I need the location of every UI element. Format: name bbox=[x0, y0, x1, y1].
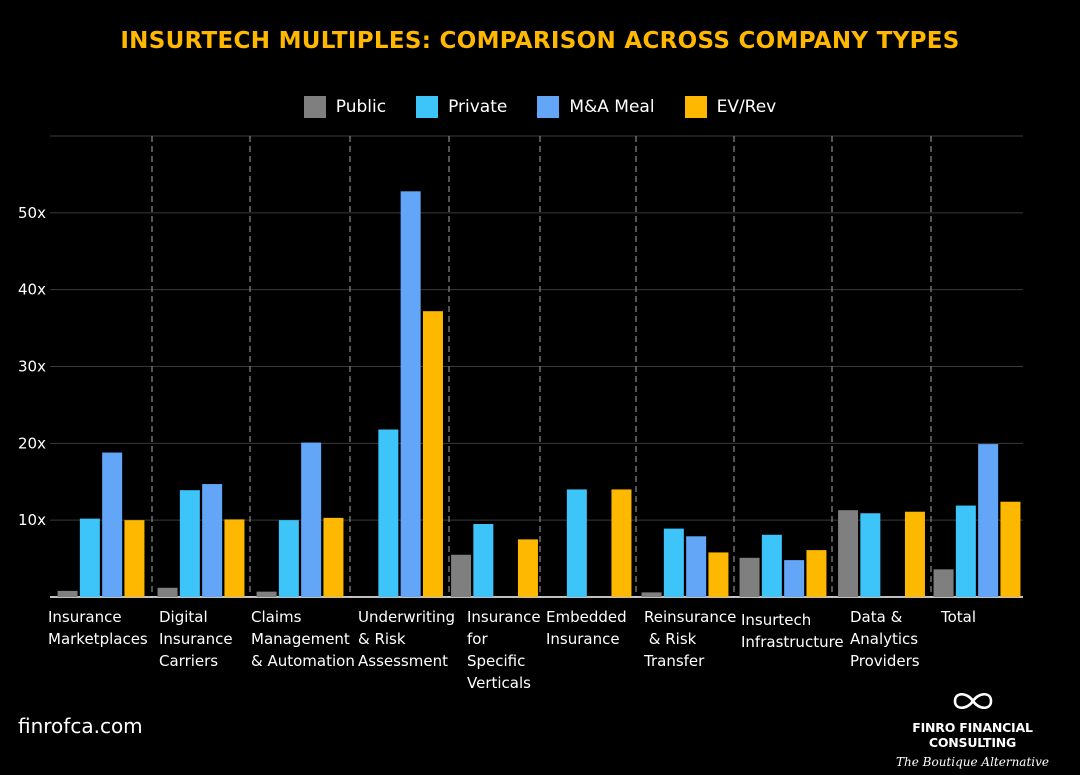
bar-private bbox=[761, 534, 782, 597]
x-tick-label: Reinsurance & Risk Transfer bbox=[643, 608, 736, 670]
bar-private bbox=[473, 524, 494, 597]
x-tick-label-line: Specific bbox=[467, 652, 525, 670]
x-tick-label-line: Providers bbox=[850, 652, 920, 670]
x-tick-label: Claims Management & Automation bbox=[251, 608, 355, 670]
x-tick-label-line: Data & bbox=[850, 608, 903, 626]
bar-public bbox=[838, 510, 859, 597]
legend-label: Public bbox=[335, 97, 387, 117]
y-tick-label: 40x bbox=[18, 281, 46, 299]
x-tick-label-line: Insurance bbox=[159, 630, 233, 648]
x-tick-label-line: Infrastructure bbox=[741, 633, 844, 651]
bar-ev-rev bbox=[904, 511, 925, 597]
legend-item: Private bbox=[416, 96, 507, 118]
bar-ev-rev bbox=[1000, 501, 1021, 597]
x-tick-label: Insurtech Infrastructure bbox=[741, 611, 844, 651]
bar-public bbox=[739, 557, 760, 597]
x-tick-label: Data & Analytics Providers bbox=[850, 608, 920, 670]
bar-m-a-meal bbox=[978, 444, 999, 597]
brand-logo: FINRO FINANCIAL CONSULTING The Boutique … bbox=[880, 690, 1065, 769]
legend-swatch bbox=[684, 96, 707, 118]
bar-private bbox=[378, 429, 399, 597]
x-tick-label-line: Verticals bbox=[467, 674, 531, 692]
legend-label: Private bbox=[448, 97, 508, 117]
bar-m-a-meal bbox=[202, 484, 223, 597]
x-tick-label-line: Assessment bbox=[358, 652, 448, 670]
x-tick-label-line: Insurance bbox=[546, 630, 620, 648]
bar-ev-rev bbox=[708, 552, 729, 597]
bar-public bbox=[933, 569, 954, 597]
chart-legend: Public Private M&A Meal EV/Rev bbox=[0, 94, 1080, 120]
legend-item: Public bbox=[303, 96, 387, 118]
legend-swatch bbox=[303, 96, 326, 118]
legend-item: EV/Rev bbox=[684, 96, 777, 118]
x-tick-label-line: Analytics bbox=[850, 630, 918, 648]
x-tick-label-line: Embedded bbox=[546, 608, 627, 626]
x-tick-label-line: Insurtech bbox=[741, 611, 811, 629]
y-tick-label: 10x bbox=[18, 511, 46, 529]
bar-m-a-meal bbox=[784, 560, 805, 597]
x-tick-label: Insurance for Specific Verticals bbox=[467, 608, 541, 692]
x-tick-label: Insurance Marketplaces bbox=[48, 608, 148, 648]
bar-ev-rev bbox=[124, 520, 145, 597]
bar-ev-rev bbox=[611, 489, 632, 597]
infinity-icon bbox=[953, 692, 992, 710]
bar-private bbox=[79, 518, 100, 597]
x-tick-label-line: Management bbox=[251, 630, 350, 648]
x-tick-label: Embedded Insurance bbox=[546, 608, 627, 648]
x-tick-label-line: & Risk bbox=[358, 630, 406, 648]
bar-private bbox=[566, 489, 587, 597]
bar-m-a-meal bbox=[400, 191, 421, 597]
bar-m-a-meal bbox=[102, 452, 123, 597]
brand-tagline: The Boutique Alternative bbox=[896, 755, 1049, 769]
x-tick-label: Underwriting & Risk Assessment bbox=[358, 608, 455, 670]
y-tick-label: 20x bbox=[18, 434, 46, 452]
x-tick-label-line: Underwriting bbox=[358, 608, 455, 626]
chart-title: INSURTECH MULTIPLES: COMPARISON ACROSS C… bbox=[120, 28, 960, 54]
x-tick-label-line: Total bbox=[940, 608, 976, 626]
y-tick-label: 50x bbox=[18, 204, 46, 222]
x-tick-label-line: Carriers bbox=[159, 652, 218, 670]
bar-ev-rev bbox=[422, 311, 443, 597]
bar-m-a-meal bbox=[686, 536, 707, 597]
bar-chart: 10x 20x 30x 40x 50x Insurance Marketplaces Digi… bbox=[18, 135, 1023, 692]
legend-item: M&A Meal bbox=[537, 96, 655, 118]
legend-swatch bbox=[537, 96, 560, 118]
x-tick-label-line: for bbox=[467, 630, 488, 648]
y-tick-label: 30x bbox=[18, 358, 46, 376]
bar-ev-rev bbox=[806, 550, 827, 597]
bar-public bbox=[451, 554, 472, 597]
x-tick-label-line: Digital bbox=[159, 608, 208, 626]
bar-ev-rev bbox=[323, 517, 344, 597]
bar-public bbox=[57, 590, 78, 597]
x-tick-label-line: Insurance bbox=[467, 608, 541, 626]
bar-public bbox=[641, 592, 662, 597]
bar-private bbox=[860, 513, 881, 597]
legend-swatch bbox=[416, 96, 439, 118]
x-tick-label: Digital Insurance Carriers bbox=[159, 608, 233, 670]
legend-label: EV/Rev bbox=[716, 97, 777, 117]
bar-ev-rev bbox=[224, 519, 245, 597]
bar-private bbox=[179, 490, 200, 597]
x-tick-label-line: Reinsurance bbox=[644, 608, 736, 626]
x-tick-label-line: Claims bbox=[251, 608, 302, 626]
x-tick-label-line: & Automation bbox=[251, 652, 355, 670]
x-tick-label-line: Insurance bbox=[48, 608, 122, 626]
website-link[interactable]: finrofca.com bbox=[18, 714, 143, 738]
legend-label: M&A Meal bbox=[569, 97, 655, 117]
bar-private bbox=[278, 520, 299, 597]
x-tick-label-line: Transfer bbox=[643, 652, 705, 670]
bar-public bbox=[256, 591, 277, 597]
bar-m-a-meal bbox=[301, 442, 322, 597]
brand-name: FINRO FINANCIAL CONSULTING bbox=[912, 720, 1033, 750]
x-tick-label-line: & Risk bbox=[644, 630, 697, 648]
bar-private bbox=[955, 505, 976, 597]
x-tick-label: Total bbox=[940, 608, 976, 626]
bar-public bbox=[157, 587, 178, 597]
bar-ev-rev bbox=[517, 539, 538, 597]
x-tick-label-line: Marketplaces bbox=[48, 630, 148, 648]
bar-private bbox=[663, 528, 684, 597]
